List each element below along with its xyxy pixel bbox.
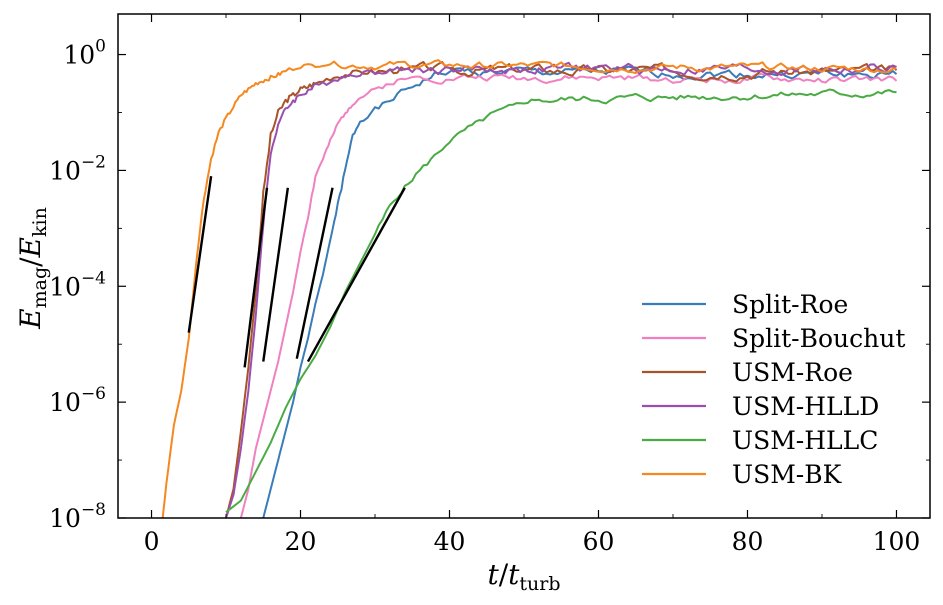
x-tick-label: 100 — [873, 527, 921, 556]
y-tick-labels: 10−8 10−6 10−4 10−2 100 — [49, 37, 106, 533]
x-tick-labels: 0 20 40 60 80 100 — [144, 527, 921, 556]
x-tick-label: 80 — [732, 527, 764, 556]
y-tick-label: 100 — [63, 37, 106, 70]
legend-label-usm-bk: USM-BK — [732, 460, 843, 489]
fit-line-2 — [243, 187, 269, 368]
y-tick-label: 10−2 — [49, 152, 106, 185]
series-line-split-roe — [262, 65, 898, 518]
fit-lines — [187, 176, 406, 368]
series-line-usm-hlld — [225, 61, 897, 518]
x-tick-label: 60 — [583, 527, 615, 556]
x-axis-label: t/tturb — [487, 558, 560, 595]
ticks — [118, 14, 930, 519]
y-tick-label: 10−4 — [49, 268, 106, 301]
series-line-split-bouchut — [239, 72, 898, 518]
fit-line-3 — [262, 187, 290, 362]
x-tick-label: 20 — [285, 527, 317, 556]
x-tick-label: 0 — [144, 527, 160, 556]
legend-label-usm-hlld: USM-HLLD — [732, 392, 879, 421]
series-line-usm-bk — [161, 59, 897, 518]
legend-label-usm-roe: USM-Roe — [732, 358, 853, 387]
legend-label-split-bouchut: Split-Bouchut — [732, 324, 905, 353]
fit-line-1 — [187, 176, 213, 333]
legend-label-split-roe: Split-Roe — [732, 290, 848, 319]
legend: Split-Roe Split-Bouchut USM-Roe USM-HLLD USM… — [642, 290, 905, 489]
y-tick-label: 10−6 — [49, 384, 106, 417]
fit-line-4 — [295, 187, 334, 359]
fit-line-5 — [306, 187, 406, 363]
legend-label-usm-hllc: USM-HLLC — [732, 426, 878, 455]
y-axis-label: Emag/Ekin — [14, 207, 51, 330]
x-tick-label: 40 — [434, 527, 466, 556]
series-line-usm-roe — [225, 61, 898, 518]
y-tick-label: 10−8 — [49, 500, 106, 533]
